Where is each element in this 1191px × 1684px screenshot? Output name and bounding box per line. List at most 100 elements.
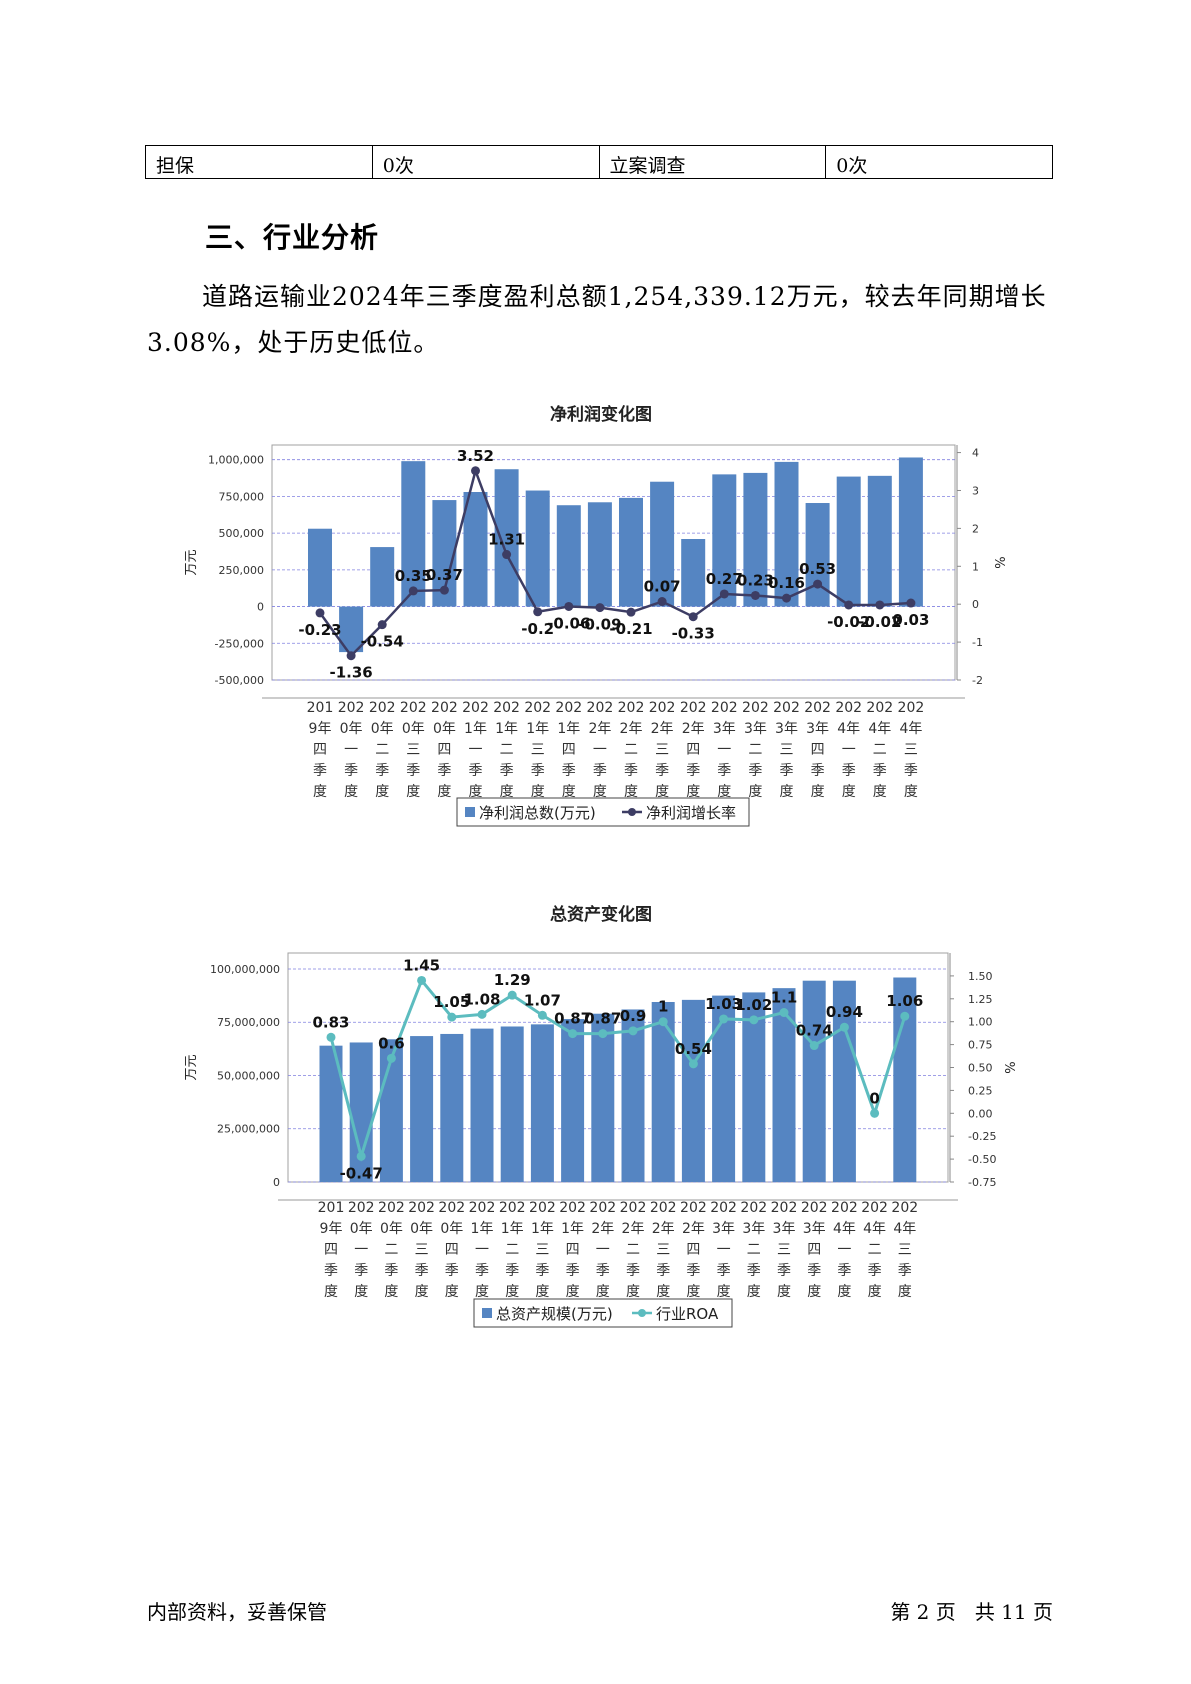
data-label: 0.53 xyxy=(799,560,836,578)
x-tick-label: 202 3年一季度 xyxy=(710,1200,737,1300)
x-tick-label: 202 2年三季度 xyxy=(649,700,676,800)
data-label: 0.6 xyxy=(378,1034,405,1052)
x-tick-label: 202 3年三季度 xyxy=(773,700,800,800)
table-cell-guarantee-label: 担保 xyxy=(145,145,373,179)
x-tick-label: 202 3年三季度 xyxy=(771,1200,798,1300)
x-tick-label: 202 4年三季度 xyxy=(891,1200,918,1300)
x-tick-label: 202 4年二季度 xyxy=(861,1200,888,1300)
line-point xyxy=(628,1026,638,1036)
bar xyxy=(774,461,799,607)
x-tick-label: 202 3年一季度 xyxy=(711,700,738,800)
y2-tick-label: 2 xyxy=(972,522,979,535)
legend-box xyxy=(473,1298,733,1328)
x-tick-label: 202 3年二季度 xyxy=(742,700,769,800)
line-point xyxy=(595,603,605,613)
y-tick-label: -250,000 xyxy=(215,637,264,650)
data-label: 0.87 xyxy=(584,1010,621,1028)
legend-bar-label: 净利润总数(万元) xyxy=(479,804,596,822)
line-point xyxy=(564,601,574,611)
data-label: -0.09 xyxy=(578,616,621,634)
data-label: 0.74 xyxy=(796,1022,833,1040)
line-point xyxy=(356,1151,366,1161)
table-cell-guarantee-value: 0次 xyxy=(371,145,600,179)
x-tick-label: 202 1年三季度 xyxy=(524,700,551,800)
y2-tick-label: -1 xyxy=(972,636,983,649)
y2-tick-label: -0.50 xyxy=(968,1153,996,1166)
bar xyxy=(561,1019,585,1182)
x-tick-label: 202 3年四季度 xyxy=(801,1200,828,1300)
x-tick-label: 202 0年三季度 xyxy=(408,1200,435,1300)
x-tick-label: 202 4年二季度 xyxy=(866,700,893,800)
bar xyxy=(681,999,705,1182)
bar xyxy=(681,539,706,607)
x-tick-label: 202 1年三季度 xyxy=(529,1200,556,1300)
y2-tick-label: 1.00 xyxy=(968,1016,993,1029)
total-assets-chart: 总资产变化图025,000,00050,000,00075,000,000100… xyxy=(184,904,1019,1328)
page-number: 第 2 页 共 11 页 xyxy=(890,1600,1053,1624)
bar xyxy=(440,1033,464,1182)
x-tick-label: 201 9年四季度 xyxy=(307,700,334,800)
data-label: 1.06 xyxy=(886,992,923,1010)
series-line xyxy=(329,977,907,1162)
y2-axis-label: % xyxy=(1004,1061,1019,1073)
y-tick-label: 0 xyxy=(257,601,264,614)
bar xyxy=(591,1013,615,1182)
footer-note: 内部资料，妥善保管 xyxy=(147,1600,327,1624)
x-tick-label: 202 3年二季度 xyxy=(740,1200,767,1300)
x-tick-label: 202 0年二季度 xyxy=(378,1200,405,1300)
table-row: 担保 0次 立案调查 0次 xyxy=(145,145,1053,179)
bar xyxy=(712,474,737,607)
y2-tick-label: 0.25 xyxy=(968,1084,993,1097)
line-point xyxy=(906,598,916,608)
bar xyxy=(587,502,612,607)
analysis-paragraph: 道路运输业2024年三季度盈利总额1,254,339.12万元，较去年同期增长3… xyxy=(147,282,1047,357)
data-label: 1.29 xyxy=(494,971,531,989)
line-point xyxy=(779,1008,789,1018)
bar xyxy=(530,1024,554,1182)
bar xyxy=(651,1001,675,1182)
x-tick-label: 202 2年四季度 xyxy=(680,700,707,800)
bar xyxy=(401,461,426,607)
y2-tick-label: 3 xyxy=(972,484,979,497)
bar xyxy=(470,1028,494,1182)
data-label: 1.07 xyxy=(524,991,561,1009)
x-tick-label: 202 0年四季度 xyxy=(438,1200,465,1300)
line-point xyxy=(719,1014,729,1024)
x-tick-label: 202 0年一季度 xyxy=(338,700,365,800)
line-point xyxy=(839,1022,849,1032)
data-label: 0.03 xyxy=(892,611,929,629)
x-tick-label: 202 0年三季度 xyxy=(400,700,427,800)
data-label: -0.2 xyxy=(521,620,554,638)
legend-line-label: 净利润增长率 xyxy=(646,804,736,822)
x-tick-label: 202 2年三季度 xyxy=(650,1200,677,1300)
line-point xyxy=(626,607,636,617)
data-label: -0.06 xyxy=(547,614,590,632)
data-label: 0.9 xyxy=(620,1007,647,1025)
x-tick-label: 202 2年四季度 xyxy=(680,1200,707,1300)
line-point xyxy=(507,990,517,1000)
line-point xyxy=(447,1012,457,1022)
data-label: 0.07 xyxy=(644,578,681,596)
y2-tick-label: 0 xyxy=(972,598,979,611)
x-tick-label: 202 1年四季度 xyxy=(559,1200,586,1300)
y2-tick-label: 0.50 xyxy=(968,1062,993,1075)
bar xyxy=(650,481,675,607)
x-tick-label: 202 0年二季度 xyxy=(369,700,396,800)
data-label: 0.16 xyxy=(768,574,805,592)
y-tick-label: 50,000,000 xyxy=(217,1069,280,1082)
data-label: 0.27 xyxy=(706,570,743,588)
bar xyxy=(742,992,766,1182)
y-tick-label: 100,000,000 xyxy=(210,963,280,976)
bar xyxy=(370,547,395,607)
data-label: 0.87 xyxy=(554,1010,591,1028)
line-point xyxy=(598,1029,608,1039)
data-label: 0.94 xyxy=(826,1003,863,1021)
x-tick-label: 202 4年一季度 xyxy=(831,1200,858,1300)
bar xyxy=(556,505,581,607)
data-label: 1.45 xyxy=(403,956,440,974)
y-tick-label: 75,000,000 xyxy=(217,1016,280,1029)
line-point xyxy=(326,1032,336,1042)
data-label: 1.02 xyxy=(735,996,772,1014)
bar xyxy=(743,472,768,607)
x-tick-label: 202 4年一季度 xyxy=(835,700,862,800)
